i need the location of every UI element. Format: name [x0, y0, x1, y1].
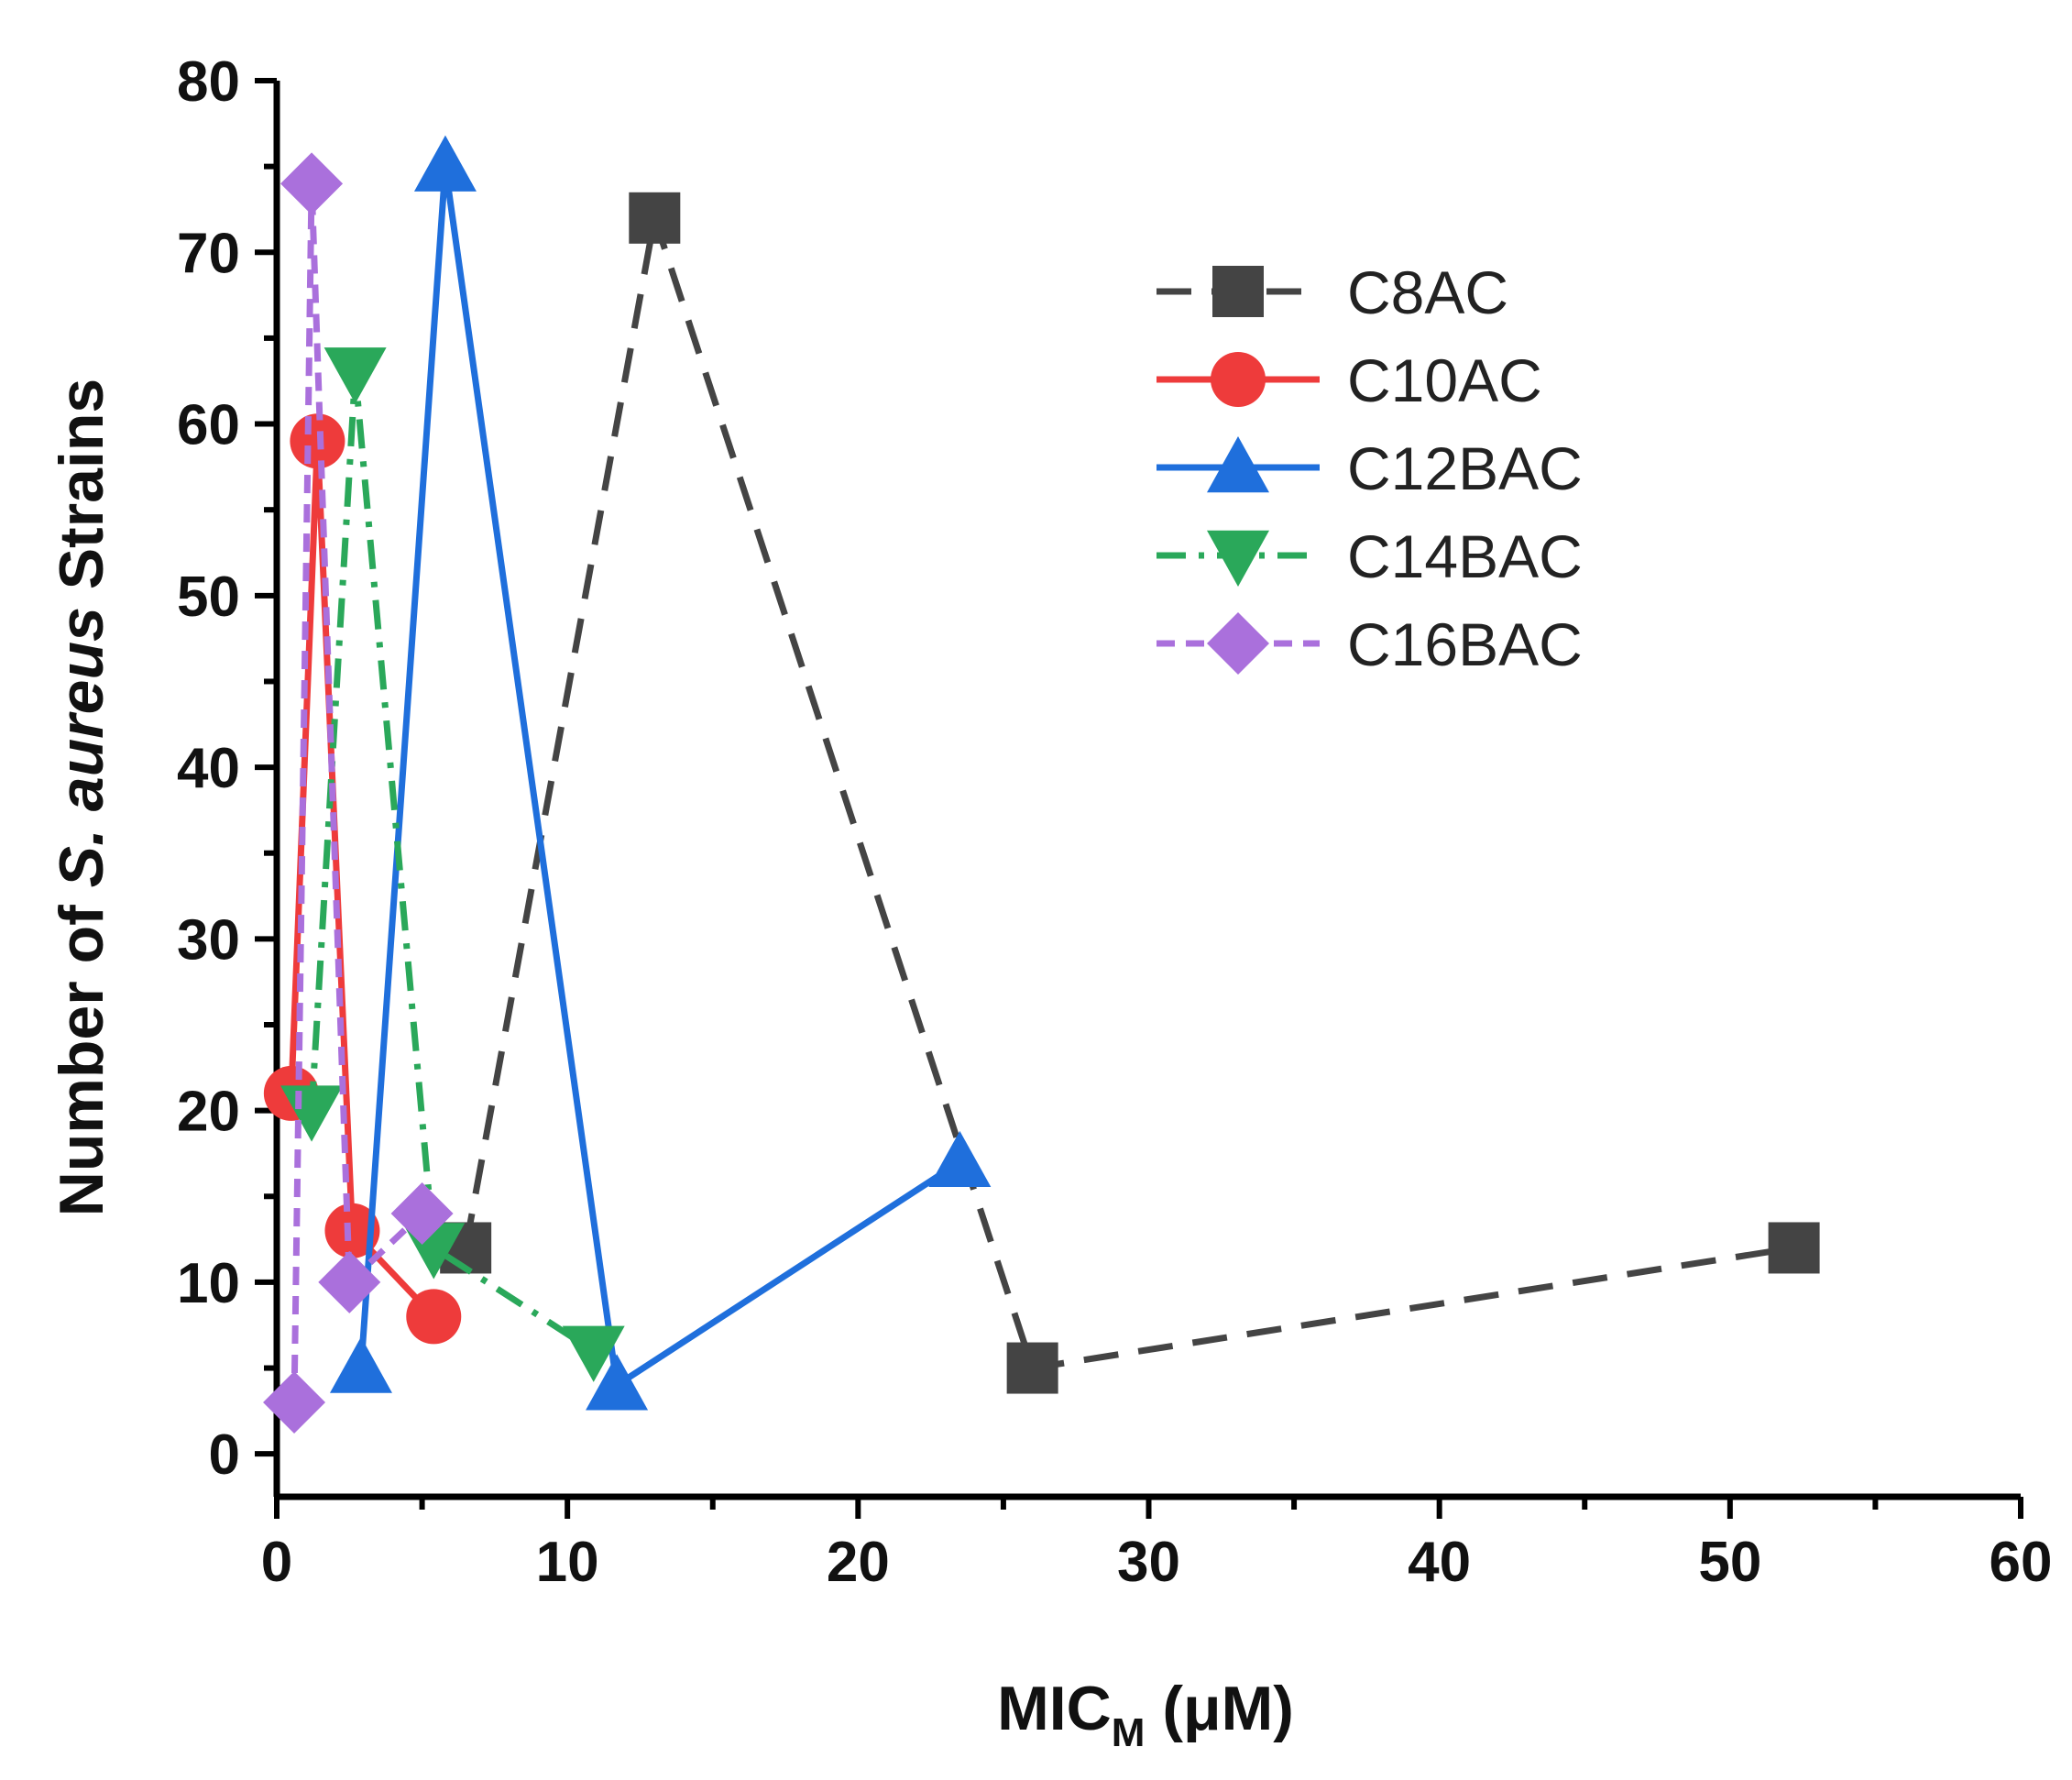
series-line-c10ac — [288, 437, 436, 1319]
series-line-c8ac — [462, 214, 1795, 1372]
x-tick-label: 50 — [1698, 1531, 1761, 1594]
y-axis-title: Number of S. aureus Strains — [47, 379, 116, 1216]
series-c12bac — [329, 135, 992, 1411]
y-tick-label: 80 — [177, 50, 240, 114]
legend-entry-c12bac: C12BAC — [1157, 434, 1583, 502]
x-tick-label: 30 — [1117, 1531, 1180, 1594]
y-axis-title-post: Strains — [47, 379, 116, 607]
data-point-c12bac — [928, 1130, 992, 1188]
data-point-c16bac — [318, 1250, 381, 1313]
series-c8ac — [440, 192, 1820, 1394]
data-point-c16bac — [263, 1371, 326, 1434]
axes-layer: 0 10 20 30 40 50 60 0 10 20 30 40 50 60 70 80 — [177, 50, 2052, 1594]
legend-marker-c10ac — [1211, 352, 1266, 407]
data-point-c10ac — [324, 1203, 380, 1258]
legend-label-c14bac: C14BAC — [1347, 522, 1583, 590]
data-point-c14bac — [323, 347, 387, 404]
data-point-c8ac — [629, 192, 681, 244]
data-point-c14bac — [562, 1325, 625, 1382]
y-axis-title-pre: Number of — [47, 887, 116, 1216]
series-layer — [263, 135, 1820, 1434]
legend: C8AC C10AC C12BAC C14BAC C16BAC — [1157, 258, 1583, 678]
x-tick-label: 40 — [1408, 1531, 1471, 1594]
y-tick-label: 50 — [177, 566, 240, 629]
x-tick-label: 60 — [1990, 1531, 2053, 1594]
series-c16bac — [263, 152, 454, 1434]
x-axis-title-unit: (μM) — [1145, 1674, 1293, 1743]
data-point-c12bac — [586, 1354, 649, 1411]
legend-label-c8ac: C8AC — [1347, 258, 1508, 326]
data-point-c8ac — [1768, 1222, 1820, 1274]
x-axis-title-subscript: M — [1112, 1710, 1146, 1755]
series-line-c16bac — [291, 180, 424, 1403]
y-tick-label: 40 — [177, 737, 240, 800]
legend-label-c10ac: C10AC — [1347, 346, 1542, 414]
data-point-c16bac — [390, 1182, 454, 1245]
x-tick-label: 10 — [536, 1531, 599, 1594]
legend-entry-c16bac: C16BAC — [1157, 610, 1583, 678]
y-tick-label: 0 — [209, 1423, 240, 1487]
legend-label-c16bac: C16BAC — [1347, 610, 1583, 678]
data-point-c12bac — [329, 1336, 392, 1393]
legend-entry-c8ac: C8AC — [1157, 258, 1508, 326]
legend-marker-c8ac — [1212, 266, 1264, 317]
x-axis-title: MICM (μM) — [997, 1674, 1294, 1755]
legend-label-c12bac: C12BAC — [1347, 434, 1583, 502]
y-axis-title-italic: S. aureus — [47, 607, 116, 887]
data-point-c8ac — [1006, 1342, 1058, 1394]
data-point-c10ac — [406, 1289, 462, 1345]
y-tick-label: 60 — [177, 394, 240, 457]
y-tick-label: 70 — [177, 222, 240, 285]
y-tick-label: 30 — [177, 908, 240, 972]
x-axis-title-main: MIC — [997, 1674, 1112, 1743]
series-line-c12bac — [357, 163, 962, 1389]
legend-marker-c16bac — [1207, 612, 1269, 675]
data-point-c12bac — [413, 135, 477, 192]
legend-marker-c12bac — [1207, 436, 1269, 493]
legend-entry-c10ac: C10AC — [1157, 346, 1542, 414]
legend-marker-c14bac — [1207, 530, 1269, 587]
x-tick-label: 0 — [261, 1531, 292, 1594]
y-tick-label: 10 — [177, 1252, 240, 1315]
legend-entry-c14bac: C14BAC — [1157, 522, 1583, 590]
data-point-c16bac — [280, 152, 344, 215]
x-tick-label: 20 — [827, 1531, 890, 1594]
y-tick-label: 20 — [177, 1081, 240, 1144]
